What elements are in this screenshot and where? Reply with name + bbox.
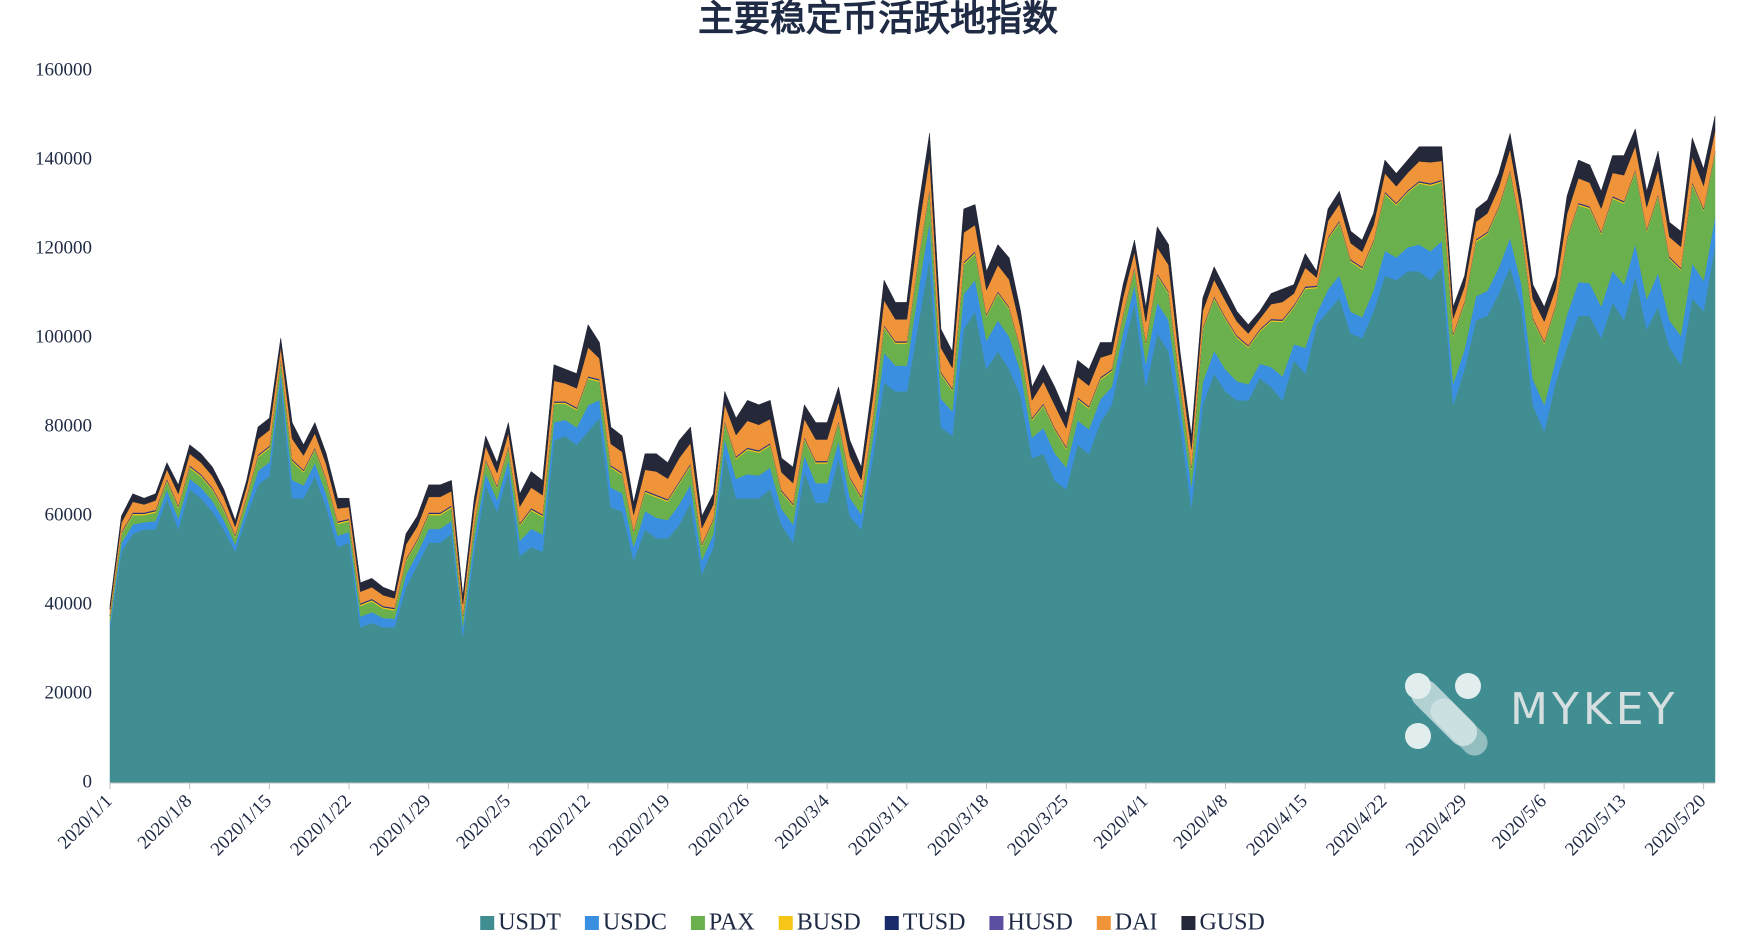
legend-swatch bbox=[778, 916, 793, 930]
legend-swatch bbox=[989, 916, 1004, 930]
legend-item: DAI bbox=[1096, 910, 1158, 936]
legend-label: USDT bbox=[498, 910, 561, 936]
x-tick-label: 2020/4/8 bbox=[1170, 791, 1233, 854]
x-tick-label: 2020/2/26 bbox=[685, 791, 754, 860]
legend-swatch bbox=[884, 916, 899, 930]
x-tick-label: 2020/3/11 bbox=[845, 791, 914, 860]
legend-swatch bbox=[1096, 916, 1111, 930]
y-tick-label: 20000 bbox=[45, 682, 93, 703]
legend-swatch bbox=[690, 916, 705, 930]
legend-label: USDC bbox=[603, 910, 667, 936]
legend-item: TUSD bbox=[884, 910, 966, 936]
legend-label: HUSD bbox=[1007, 910, 1072, 936]
y-tick-label: 60000 bbox=[45, 504, 93, 525]
legend-swatch bbox=[584, 916, 599, 930]
x-tick-label: 2020/5/20 bbox=[1641, 791, 1710, 860]
legend: USDT USDC PAX BUSD TUSD HUSD DAI GUSD bbox=[480, 910, 1265, 936]
legend-label: BUSD bbox=[797, 910, 861, 936]
legend-item: USDT bbox=[480, 910, 561, 936]
x-tick-label: 2020/4/29 bbox=[1402, 791, 1471, 860]
x-tick-label: 2020/1/15 bbox=[207, 791, 276, 860]
x-tick-label: 2020/1/8 bbox=[134, 791, 197, 854]
x-tick-label: 2020/5/13 bbox=[1561, 791, 1630, 860]
x-tick-label: 2020/1/22 bbox=[286, 791, 355, 860]
y-tick-label: 0 bbox=[83, 771, 93, 792]
legend-label: GUSD bbox=[1199, 910, 1264, 936]
area bbox=[109, 115, 1716, 610]
x-tick-label: 2020/3/25 bbox=[1003, 791, 1072, 860]
legend-label: DAI bbox=[1115, 910, 1158, 936]
y-tick-label: 120000 bbox=[35, 237, 92, 258]
watermark-logo bbox=[1405, 673, 1488, 756]
x-tick-label: 2020/2/12 bbox=[525, 791, 594, 860]
y-tick-label: 100000 bbox=[35, 326, 92, 347]
x-tick-label: 2020/5/6 bbox=[1488, 791, 1551, 854]
legend-label: TUSD bbox=[903, 910, 966, 936]
legend-label: PAX bbox=[709, 910, 755, 936]
legend-item: GUSD bbox=[1181, 910, 1265, 936]
x-tick-label: 2020/3/4 bbox=[771, 790, 834, 853]
legend-item: BUSD bbox=[778, 910, 861, 936]
legend-item: HUSD bbox=[989, 910, 1073, 936]
y-tick-label: 40000 bbox=[45, 593, 93, 614]
y-tick-label: 80000 bbox=[45, 415, 93, 436]
x-tick-label: 2020/1/29 bbox=[366, 791, 435, 860]
x-tick-label: 2020/3/18 bbox=[924, 791, 993, 860]
x-tick-label: 2020/1/1 bbox=[54, 791, 117, 854]
legend-swatch bbox=[480, 916, 495, 930]
x-tick-label: 2020/4/1 bbox=[1090, 791, 1153, 854]
legend-swatch bbox=[1181, 916, 1196, 930]
y-tick-label: 160000 bbox=[35, 59, 92, 80]
x-tick-label: 2020/2/19 bbox=[605, 791, 674, 860]
chart-title: 主要稳定币活跃地指数 bbox=[698, 0, 1058, 38]
x-tick-label: 2020/4/15 bbox=[1242, 791, 1311, 860]
x-tick-label: 2020/4/22 bbox=[1322, 791, 1391, 860]
legend-item: USDC bbox=[584, 910, 667, 936]
watermark-text: MYKEY bbox=[1510, 684, 1678, 735]
legend-item: PAX bbox=[690, 910, 755, 936]
y-tick-label: 140000 bbox=[35, 148, 92, 169]
x-tick-label: 2020/2/5 bbox=[452, 791, 515, 854]
